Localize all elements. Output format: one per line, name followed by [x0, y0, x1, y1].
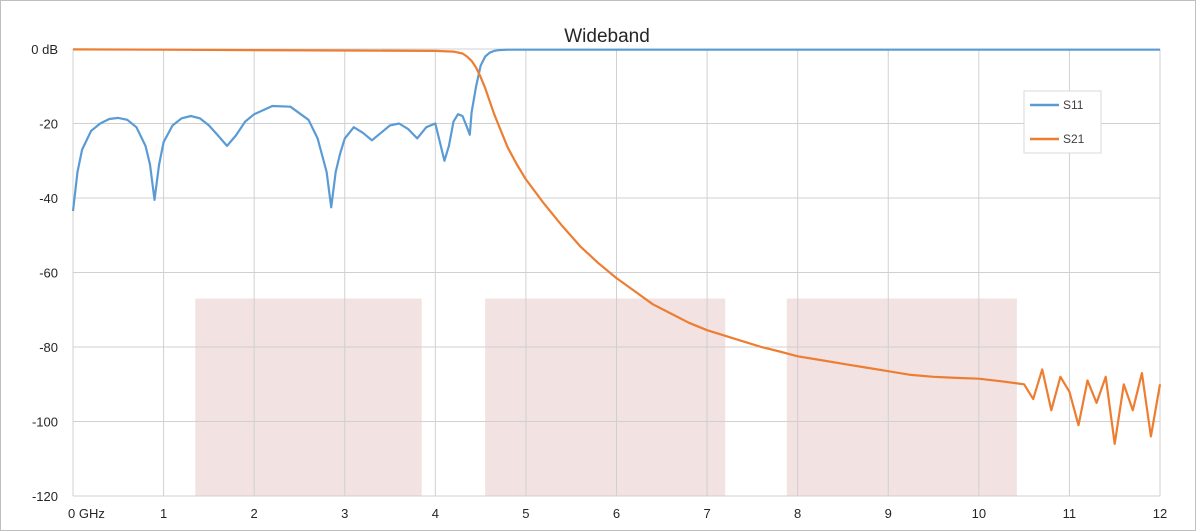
x-tick-label: 7: [703, 506, 710, 521]
x-tick-label: 8: [794, 506, 801, 521]
shaded-bands: [195, 298, 1017, 496]
x-tick-label: 11: [1063, 506, 1077, 521]
y-tick-label: -80: [39, 340, 58, 355]
x-tick-label: 10: [972, 506, 986, 521]
series-line-s11: [71, 48, 1160, 212]
x-tick-label: 4: [432, 506, 439, 521]
x-tick-label: 3: [341, 506, 348, 521]
x-tick-label: 0 GHz: [68, 506, 105, 521]
legend-box: [1023, 90, 1102, 154]
y-tick-label: -40: [39, 191, 58, 206]
y-tick-label: -60: [39, 266, 58, 281]
x-tick-label: 1: [160, 506, 167, 521]
shaded-band-1: [195, 298, 422, 496]
shaded-band-3: [786, 298, 1017, 496]
shaded-band-2: [485, 298, 726, 496]
x-tick-label: 2: [251, 506, 258, 521]
y-tick-label: 0 dB: [31, 42, 58, 57]
tick-labels: 0 GHz 1 2 3 4 5 6 7 8 9 10 11 120 dB-20-40-60-80-100…: [31, 42, 1167, 521]
chart-title: Wideband: [564, 26, 650, 47]
x-tick-label: 12: [1153, 506, 1167, 521]
series-line-s21: [72, 48, 1162, 445]
x-tick-label: 6: [613, 506, 620, 521]
series-lines: [71, 48, 1162, 445]
legend: S11 S21: [1023, 90, 1102, 154]
legend-label-s11: S11: [1063, 98, 1084, 112]
legend-label-s21: S21: [1063, 132, 1085, 146]
y-tick-label: -100: [32, 415, 58, 430]
x-tick-label: 5: [522, 506, 529, 521]
y-tick-label: -20: [39, 117, 58, 132]
y-tick-label: -120: [32, 489, 58, 504]
x-tick-label: 9: [885, 506, 892, 521]
